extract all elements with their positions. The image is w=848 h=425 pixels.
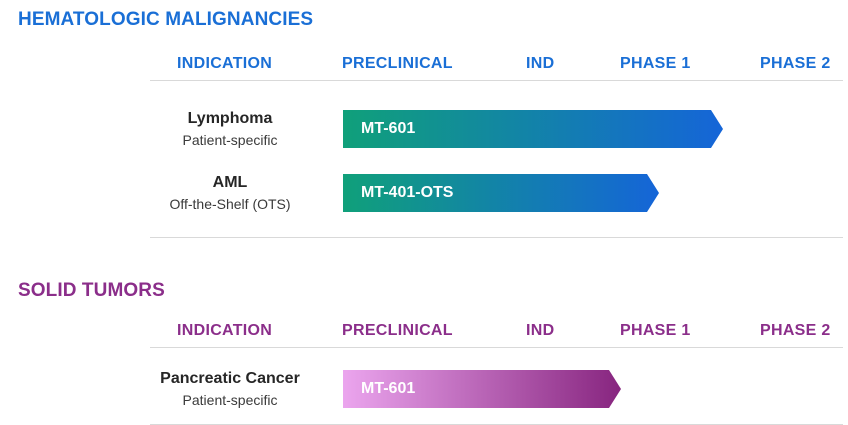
header-indication: INDICATION <box>177 322 273 339</box>
indication-subtitle: Patient-specific <box>182 132 278 148</box>
header-ind: IND <box>526 322 555 339</box>
header-phase-2: PHASE 2 <box>760 55 831 72</box>
indication-name: Lymphoma <box>187 110 273 127</box>
header-ind: IND <box>526 55 555 72</box>
indication-name: Pancreatic Cancer <box>160 370 300 387</box>
program-label: MT-401-OTS <box>361 184 454 201</box>
header-phase-2: PHASE 2 <box>760 322 831 339</box>
indication-subtitle: Patient-specific <box>182 392 278 408</box>
header-preclinical: PRECLINICAL <box>342 55 453 72</box>
indication-subtitle: Off-the-Shelf (OTS) <box>169 196 291 212</box>
section-divider <box>150 237 843 238</box>
section-title-hematologic: HEMATOLOGIC MALIGNANCIES <box>18 9 314 30</box>
header-phase-1: PHASE 1 <box>620 55 691 72</box>
header-divider <box>150 347 843 348</box>
indication-name: AML <box>212 174 248 191</box>
indication-pancreatic-cancer: Pancreatic Cancer Patient-specific <box>140 370 320 408</box>
section-title-solid-tumors: SOLID TUMORS <box>18 280 165 301</box>
header-divider <box>150 80 843 81</box>
program-label: MT-601 <box>361 380 416 397</box>
pipeline-bar-mt-601-solid: MT-601 <box>343 370 621 408</box>
pipeline-bar-mt-401-ots: MT-401-OTS <box>343 174 659 212</box>
header-phase-1: PHASE 1 <box>620 322 691 339</box>
header-indication: INDICATION <box>177 55 273 72</box>
indication-aml: AML Off-the-Shelf (OTS) <box>140 174 320 212</box>
header-preclinical: PRECLINICAL <box>342 322 453 339</box>
program-label: MT-601 <box>361 120 416 137</box>
pipeline-bar-mt-601: MT-601 <box>343 110 723 148</box>
indication-lymphoma: Lymphoma Patient-specific <box>140 110 320 148</box>
